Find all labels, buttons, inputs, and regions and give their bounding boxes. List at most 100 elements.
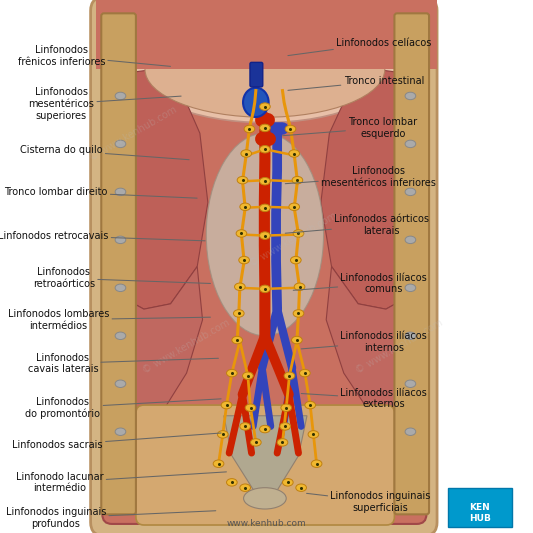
- Ellipse shape: [405, 332, 416, 340]
- Ellipse shape: [213, 460, 224, 467]
- Ellipse shape: [115, 428, 126, 435]
- Text: Linfonodos ilíacos
externos: Linfonodos ilíacos externos: [301, 388, 427, 409]
- Ellipse shape: [280, 423, 290, 430]
- Ellipse shape: [296, 484, 306, 491]
- Text: Linfonodos aórticos
laterais: Linfonodos aórticos laterais: [285, 214, 429, 236]
- Text: Linfonodos ilíacos
comuns: Linfonodos ilíacos comuns: [293, 273, 427, 294]
- Ellipse shape: [289, 150, 300, 157]
- Ellipse shape: [305, 401, 316, 409]
- Ellipse shape: [240, 484, 251, 491]
- Ellipse shape: [405, 140, 416, 148]
- Ellipse shape: [308, 431, 319, 438]
- Ellipse shape: [206, 133, 324, 336]
- Ellipse shape: [292, 176, 303, 184]
- Text: HUB: HUB: [469, 514, 491, 522]
- Ellipse shape: [115, 380, 126, 387]
- Ellipse shape: [217, 431, 228, 438]
- Ellipse shape: [115, 188, 126, 196]
- Ellipse shape: [293, 310, 304, 317]
- Text: Linfonodos
cavais laterais: Linfonodos cavais laterais: [28, 353, 219, 374]
- Ellipse shape: [281, 404, 292, 411]
- Ellipse shape: [293, 230, 304, 237]
- Ellipse shape: [241, 150, 252, 157]
- Text: Tronco lombar
esquerdo: Tronco lombar esquerdo: [282, 117, 417, 139]
- Ellipse shape: [237, 176, 248, 184]
- Ellipse shape: [260, 285, 270, 293]
- Text: Tronco intestinal: Tronco intestinal: [288, 76, 424, 90]
- Polygon shape: [326, 266, 415, 426]
- Ellipse shape: [227, 369, 237, 377]
- FancyBboxPatch shape: [448, 488, 512, 527]
- Text: Linfonodos lombares
intermédios: Linfonodos lombares intermédios: [8, 309, 211, 330]
- Text: Linfonodos
do promontório: Linfonodos do promontório: [26, 397, 221, 419]
- Text: © www.kenhub.com: © www.kenhub.com: [88, 104, 179, 163]
- Ellipse shape: [294, 283, 305, 290]
- Ellipse shape: [115, 284, 126, 292]
- FancyBboxPatch shape: [250, 62, 263, 87]
- Text: © www.kenhub.com: © www.kenhub.com: [354, 317, 445, 376]
- Ellipse shape: [285, 125, 296, 133]
- Ellipse shape: [405, 236, 416, 244]
- Text: © www.kenhub.com: © www.kenhub.com: [248, 211, 338, 269]
- Ellipse shape: [260, 124, 270, 132]
- FancyBboxPatch shape: [96, 0, 437, 64]
- Ellipse shape: [277, 439, 288, 446]
- Ellipse shape: [115, 140, 126, 148]
- Text: Linfonodos ilíacos
internos: Linfonodos ilíacos internos: [301, 332, 427, 353]
- Polygon shape: [115, 69, 208, 309]
- Ellipse shape: [244, 125, 255, 133]
- Ellipse shape: [243, 87, 269, 117]
- Ellipse shape: [260, 103, 270, 110]
- Ellipse shape: [236, 230, 247, 237]
- Ellipse shape: [240, 423, 251, 430]
- FancyBboxPatch shape: [136, 405, 394, 525]
- Ellipse shape: [260, 146, 270, 153]
- FancyBboxPatch shape: [96, 0, 437, 69]
- Ellipse shape: [243, 372, 253, 379]
- Text: Linfonodos retrocavais: Linfonodos retrocavais: [0, 231, 205, 241]
- Polygon shape: [224, 416, 307, 490]
- Ellipse shape: [232, 336, 243, 344]
- Text: Linfonodos
retroaórticos: Linfonodos retroaórticos: [33, 268, 211, 289]
- Text: Linfonodos inguinais
superficiais: Linfonodos inguinais superficiais: [306, 491, 431, 513]
- Ellipse shape: [145, 21, 385, 117]
- FancyBboxPatch shape: [102, 9, 426, 524]
- Ellipse shape: [233, 310, 244, 317]
- Ellipse shape: [282, 479, 293, 486]
- Text: www.kenhub.com: www.kenhub.com: [227, 519, 306, 528]
- Ellipse shape: [405, 284, 416, 292]
- Text: Tronco lombar direito: Tronco lombar direito: [4, 187, 197, 198]
- Ellipse shape: [260, 177, 270, 185]
- Ellipse shape: [227, 479, 237, 486]
- Ellipse shape: [405, 92, 416, 100]
- Polygon shape: [115, 266, 203, 426]
- Text: Linfonodo lacunar
intermédio: Linfonodo lacunar intermédio: [16, 472, 227, 493]
- FancyBboxPatch shape: [394, 13, 429, 514]
- Text: Linfonodos celíacos: Linfonodos celíacos: [288, 38, 431, 55]
- Ellipse shape: [239, 256, 249, 264]
- Ellipse shape: [132, 5, 398, 123]
- Ellipse shape: [311, 460, 322, 467]
- FancyBboxPatch shape: [91, 0, 437, 533]
- Ellipse shape: [240, 203, 251, 211]
- Ellipse shape: [260, 204, 270, 212]
- Ellipse shape: [115, 332, 126, 340]
- Text: Linfonodos
frênicos inferiores: Linfonodos frênicos inferiores: [18, 45, 171, 67]
- Text: Cisterna do quilo: Cisterna do quilo: [20, 146, 189, 160]
- Ellipse shape: [115, 92, 126, 100]
- Polygon shape: [321, 69, 415, 309]
- Ellipse shape: [290, 256, 301, 264]
- Ellipse shape: [292, 336, 302, 344]
- Ellipse shape: [115, 236, 126, 244]
- Text: Linfonodos
mesentéricos inferiores: Linfonodos mesentéricos inferiores: [285, 166, 436, 188]
- Text: © www.kenhub.com: © www.kenhub.com: [141, 317, 232, 376]
- Ellipse shape: [235, 283, 245, 290]
- Ellipse shape: [245, 404, 256, 411]
- Text: KEN: KEN: [470, 503, 490, 512]
- Text: Linfonodos inguinais
profundos: Linfonodos inguinais profundos: [6, 507, 216, 529]
- Ellipse shape: [300, 369, 310, 377]
- Ellipse shape: [244, 488, 286, 509]
- Ellipse shape: [260, 232, 270, 239]
- Ellipse shape: [251, 439, 261, 446]
- Text: Linfonodos sacrais: Linfonodos sacrais: [12, 433, 221, 450]
